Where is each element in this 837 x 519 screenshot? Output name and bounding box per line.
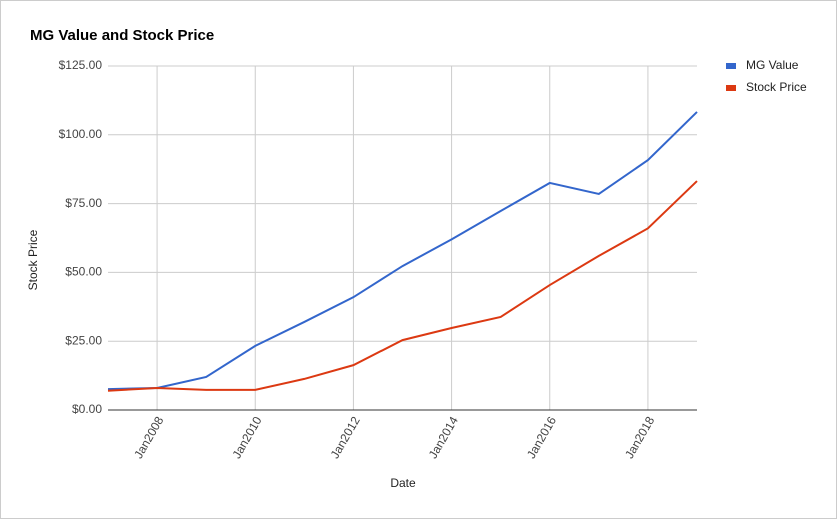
legend-label: MG Value — [746, 58, 799, 72]
y-tick-label: $125.00 — [59, 58, 103, 72]
legend-swatch — [726, 63, 736, 69]
y-tick-label: $50.00 — [65, 265, 102, 279]
legend-swatch — [726, 85, 736, 91]
y-tick-label: $25.00 — [65, 333, 102, 347]
y-tick-label: $75.00 — [65, 196, 102, 210]
legend-label: Stock Price — [746, 80, 807, 94]
y-tick-label: $100.00 — [59, 127, 103, 141]
x-axis-title: Date — [390, 476, 416, 490]
series-line — [107, 111, 698, 391]
series-line — [107, 180, 698, 392]
chart-title: MG Value and Stock Price — [30, 27, 214, 44]
y-tick-label: $0.00 — [72, 402, 102, 416]
y-axis-title: Stock Price — [26, 229, 40, 290]
